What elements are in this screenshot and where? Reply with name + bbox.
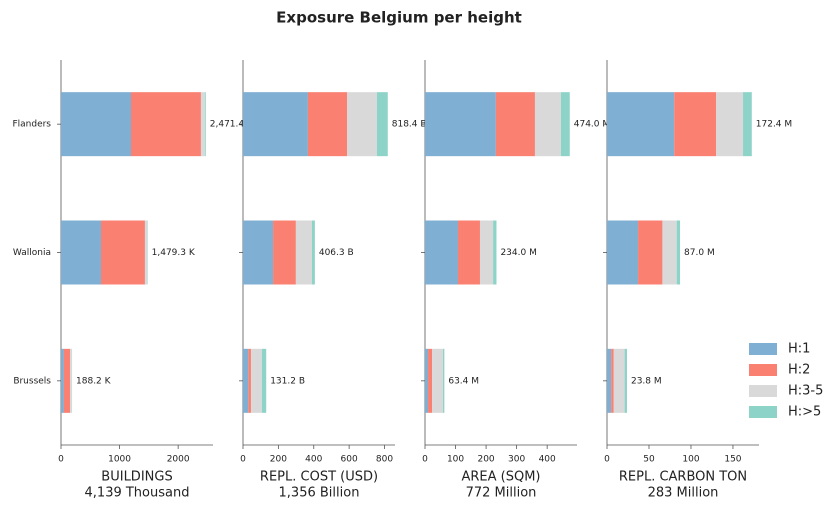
bar-segment — [495, 92, 535, 157]
x-tick-label: 600 — [341, 455, 358, 465]
bar-segment — [428, 348, 433, 413]
x-axis-subtitle: 283 Million — [648, 486, 719, 501]
legend-label: H:3-5 — [788, 384, 823, 399]
legend-swatch — [749, 385, 777, 397]
bar-segment — [493, 220, 497, 285]
total-label: 234.0 M — [500, 248, 536, 258]
bar-segment — [243, 220, 274, 285]
bar-segment — [716, 92, 744, 157]
bar-segment — [61, 220, 102, 285]
x-tick-label: 1000 — [108, 455, 131, 465]
total-label: 818.4 B — [392, 120, 427, 130]
x-axis-subtitle: 1,356 Billion — [279, 486, 360, 501]
bar-segment — [250, 348, 262, 413]
bar-segment — [662, 220, 677, 285]
bar-segment — [479, 220, 494, 285]
bar-segment — [674, 92, 717, 157]
bar-segment — [295, 220, 312, 285]
bar-segment — [376, 92, 388, 157]
x-axis-label: AREA (SQM) — [461, 470, 540, 485]
legend-label: H:1 — [788, 342, 810, 357]
bar-segment — [560, 92, 570, 157]
bar-segment — [607, 92, 675, 157]
bar-segment — [61, 92, 131, 157]
total-label: 172.4 M — [756, 120, 792, 130]
bar-segment — [611, 348, 614, 413]
total-label: 1,479.3 K — [152, 248, 196, 258]
x-tick-label: 200 — [477, 455, 494, 465]
bar-segment — [607, 220, 639, 285]
x-tick-label: 0 — [240, 455, 246, 465]
total-label: 87.0 M — [684, 248, 715, 258]
bar-segment — [200, 92, 205, 157]
bar-segment — [607, 348, 612, 413]
bar-segment — [101, 220, 145, 285]
x-tick-label: 0 — [58, 455, 64, 465]
bar-segment — [61, 348, 64, 413]
total-label: 188.2 K — [76, 376, 112, 386]
bar-segment — [63, 348, 71, 413]
bar-segment — [70, 348, 72, 413]
total-label: 63.4 M — [448, 376, 479, 386]
x-tick-label: 100 — [447, 455, 464, 465]
x-tick-label: 200 — [270, 455, 287, 465]
x-tick-label: 400 — [539, 455, 556, 465]
bar-segment — [273, 220, 296, 285]
bar-segment — [347, 92, 377, 157]
x-axis-label: REPL. COST (USD) — [260, 470, 378, 485]
bar-segment — [638, 220, 663, 285]
bar-segment — [425, 92, 496, 157]
x-tick-label: 100 — [682, 455, 699, 465]
x-tick-label: 300 — [508, 455, 525, 465]
bar-segment — [676, 220, 681, 285]
bar-segment — [534, 92, 561, 157]
bar-segment — [261, 348, 267, 413]
bar-segment — [311, 220, 315, 285]
bar-segment — [432, 348, 444, 413]
bar-segment — [130, 92, 201, 157]
y-tick-label: Flanders — [12, 120, 51, 130]
total-label: 131.2 B — [270, 376, 305, 386]
x-tick-label: 0 — [604, 455, 610, 465]
total-label: 23.8 M — [631, 376, 662, 386]
bar-segment — [243, 348, 249, 413]
x-axis-subtitle: 772 Million — [466, 486, 537, 501]
bar-segment — [613, 348, 625, 413]
bar-segment — [144, 220, 148, 285]
bar-segment — [307, 92, 348, 157]
legend-label: H:>5 — [788, 405, 821, 420]
x-tick-label: 0 — [422, 455, 428, 465]
bar-segment — [624, 348, 627, 413]
legend-swatch — [749, 406, 777, 418]
x-axis-label: BUILDINGS — [101, 470, 172, 485]
bar-segment — [743, 92, 752, 157]
bar-segment — [248, 348, 251, 413]
bar-segment — [425, 220, 458, 285]
total-label: 474.0 M — [574, 120, 610, 130]
bar-segment — [457, 220, 480, 285]
total-label: 2,471.4 K — [210, 120, 254, 130]
total-label: 406.3 B — [319, 248, 354, 258]
legend-swatch — [749, 364, 777, 376]
bar-segment — [443, 348, 445, 413]
bar-segment — [243, 92, 308, 157]
x-tick-label: 2000 — [167, 455, 190, 465]
x-tick-label: 400 — [305, 455, 322, 465]
bar-segment — [425, 348, 429, 413]
x-tick-label: 150 — [724, 455, 741, 465]
y-tick-label: Brussels — [13, 376, 51, 386]
legend-label: H:2 — [788, 363, 810, 378]
legend-swatch — [749, 343, 777, 355]
x-tick-label: 50 — [643, 455, 655, 465]
x-tick-label: 800 — [376, 455, 393, 465]
x-axis-label: REPL. CARBON TON — [619, 470, 747, 485]
y-tick-label: Wallonia — [13, 248, 51, 258]
bar-segment — [204, 92, 206, 157]
x-axis-subtitle: 4,139 Thousand — [85, 486, 190, 501]
chart-title: Exposure Belgium per height — [276, 9, 522, 27]
